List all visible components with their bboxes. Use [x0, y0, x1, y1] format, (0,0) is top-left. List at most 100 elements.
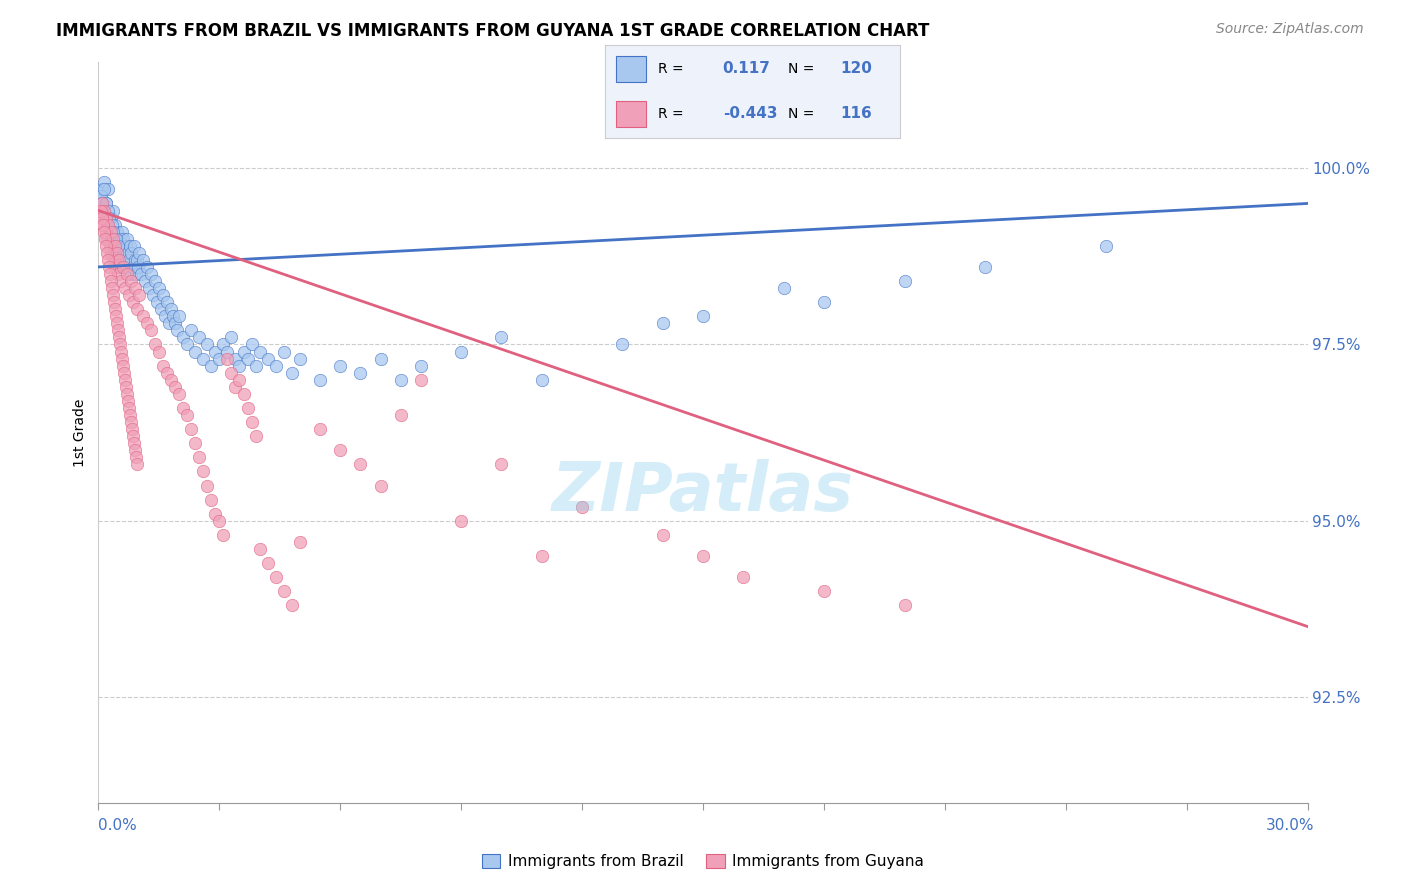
Point [193, 464, 215, 478]
Point [100, 225, 122, 239]
Point [91, 218, 114, 232]
Point [127, 458, 149, 472]
Point [143, 337, 166, 351]
Point [96, 245, 118, 260]
Point [281, 366, 304, 380]
Legend: Immigrants from Brazil, Immigrants from Guyana: Immigrants from Brazil, Immigrants from … [475, 848, 931, 875]
Point [212, 337, 235, 351]
Point [149, 302, 172, 317]
Point [100, 274, 122, 288]
Point [96, 218, 118, 232]
Point [104, 310, 127, 324]
Point [121, 422, 143, 436]
Point [180, 422, 202, 436]
Point [100, 232, 122, 246]
Point [125, 252, 148, 267]
Point [103, 252, 125, 267]
Point [125, 302, 148, 317]
Point [98, 225, 121, 239]
Point [93, 182, 115, 196]
Point [288, 351, 311, 366]
Text: -0.443: -0.443 [723, 106, 778, 121]
Point [195, 478, 218, 492]
Point [121, 245, 143, 260]
Point [160, 373, 183, 387]
Point [208, 514, 231, 528]
Point [111, 252, 134, 267]
Point [108, 337, 131, 351]
Text: IMMIGRANTS FROM BRAZIL VS IMMIGRANTS FROM GUYANA 1ST GRADE CORRELATION CHART: IMMIGRANTS FROM BRAZIL VS IMMIGRANTS FRO… [56, 22, 929, 40]
Point [245, 359, 267, 373]
Point [91, 196, 114, 211]
Point [101, 232, 124, 246]
Point [120, 267, 142, 281]
Point [93, 175, 115, 189]
Point [110, 344, 132, 359]
Point [90, 203, 112, 218]
Point [692, 549, 714, 563]
Point [100, 232, 122, 246]
Point [107, 252, 129, 267]
Point [288, 535, 311, 549]
Point [118, 401, 141, 415]
Point [974, 260, 997, 274]
Point [249, 541, 271, 556]
Point [172, 401, 194, 415]
Point [166, 323, 188, 337]
Point [124, 267, 146, 281]
Point [138, 281, 160, 295]
Point [96, 232, 118, 246]
Point [100, 281, 122, 295]
Point [107, 252, 129, 267]
Point [97, 252, 120, 267]
Point [156, 295, 179, 310]
Point [112, 366, 135, 380]
Point [256, 556, 278, 570]
Point [101, 225, 124, 239]
Point [120, 274, 142, 288]
Point [389, 408, 412, 422]
Point [167, 387, 190, 401]
Point [115, 387, 138, 401]
Point [273, 344, 295, 359]
Point [184, 436, 207, 450]
Point [146, 295, 169, 310]
Text: 30.0%: 30.0% [1267, 818, 1315, 832]
Point [94, 239, 117, 253]
Point [491, 330, 513, 344]
Point [156, 366, 179, 380]
Point [94, 211, 117, 225]
Point [98, 225, 121, 239]
Point [273, 584, 295, 599]
Text: 0.117: 0.117 [723, 62, 770, 77]
Point [115, 267, 138, 281]
Point [180, 323, 202, 337]
Text: 120: 120 [841, 62, 873, 77]
Point [91, 211, 114, 225]
Point [571, 500, 593, 514]
Point [124, 443, 146, 458]
Point [112, 232, 135, 246]
Point [128, 245, 150, 260]
Point [94, 196, 117, 211]
Point [98, 239, 121, 253]
Point [128, 288, 150, 302]
Point [813, 584, 835, 599]
Point [450, 514, 472, 528]
Point [89, 203, 111, 218]
Text: Source: ZipAtlas.com: Source: ZipAtlas.com [1216, 22, 1364, 37]
Point [117, 232, 139, 246]
Point [90, 189, 112, 203]
Text: ZIPatlas: ZIPatlas [553, 458, 853, 524]
Point [117, 393, 139, 408]
Point [103, 239, 125, 253]
Point [118, 288, 141, 302]
Point [110, 245, 132, 260]
Point [120, 415, 142, 429]
Bar [616, 56, 645, 82]
Point [221, 330, 243, 344]
Point [139, 323, 162, 337]
Point [236, 401, 259, 415]
Point [111, 359, 134, 373]
Point [153, 310, 176, 324]
